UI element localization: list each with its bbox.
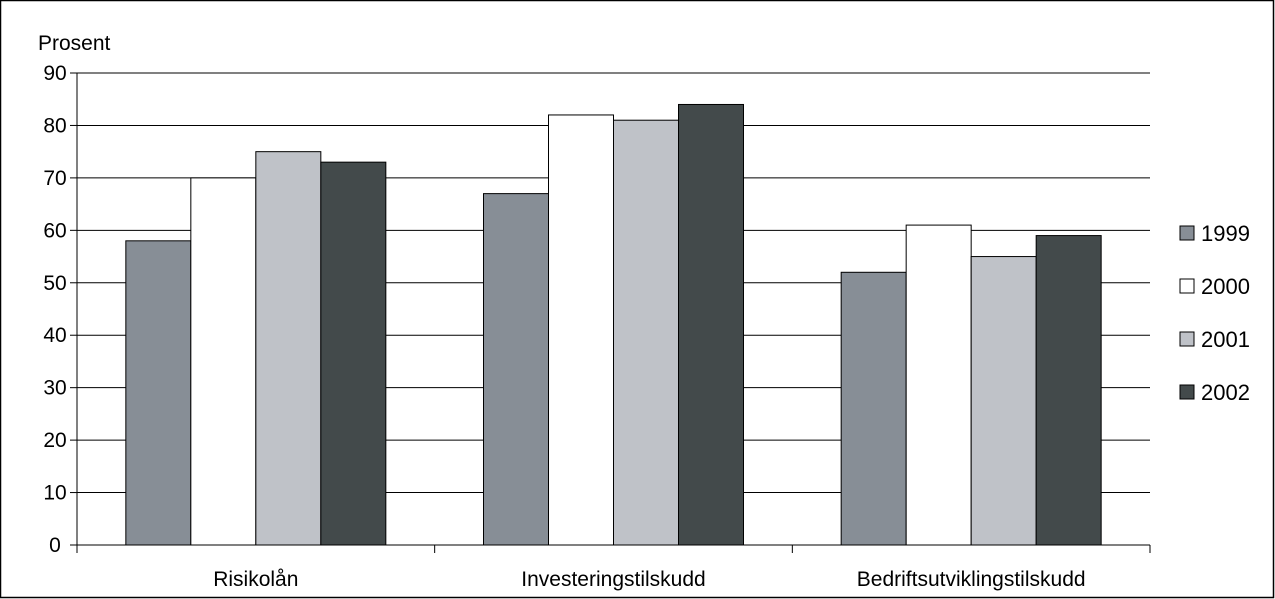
legend: 1999 2000 2001 2002 xyxy=(1179,221,1250,405)
bar-2002-2 xyxy=(1035,235,1102,546)
bar-1999-0 xyxy=(125,240,192,546)
x-category-label: Bedriftsutviklingstilskudd xyxy=(857,568,1086,591)
legend-swatch-2001 xyxy=(1179,331,1195,347)
y-tick-label: 10 xyxy=(43,482,66,505)
legend-swatch-2000 xyxy=(1179,278,1195,294)
bar-1999-2 xyxy=(840,271,907,546)
bars xyxy=(125,103,1102,546)
legend-label-2002: 2002 xyxy=(1201,380,1250,405)
x-category-label: Investeringstilskudd xyxy=(521,568,705,591)
y-tick-label: 80 xyxy=(43,114,66,137)
legend-label-2001: 2001 xyxy=(1201,327,1250,352)
bar-2001-2 xyxy=(970,256,1037,546)
y-tick-label: 90 xyxy=(43,62,66,85)
bar-2001-1 xyxy=(613,119,679,546)
y-tick-label: 20 xyxy=(43,429,66,452)
legend-swatch-1999 xyxy=(1179,225,1195,241)
legend-swatch-2002 xyxy=(1179,384,1195,400)
bar-1999-1 xyxy=(483,193,549,546)
bar-2002-1 xyxy=(678,103,744,546)
bar-2001-0 xyxy=(255,151,322,546)
bar-2000-1 xyxy=(548,114,614,546)
y-tick-label: 50 xyxy=(43,272,66,295)
legend-label-2000: 2000 xyxy=(1201,274,1250,299)
axes: 0 10 20 30 40 50 60 70 80 90 Risikolån Investerings… xyxy=(43,62,1151,591)
y-tick-label: 40 xyxy=(43,324,66,347)
y-tick-label: 60 xyxy=(43,219,66,242)
bar-2000-2 xyxy=(905,224,972,546)
y-tick-label: 30 xyxy=(43,377,66,400)
bar-2002-0 xyxy=(320,161,387,546)
y-tick-label: 0 xyxy=(49,534,61,557)
y-tick-label: 70 xyxy=(43,167,66,190)
x-category-label: Risikolån xyxy=(213,568,298,591)
y-axis-label: Prosent xyxy=(38,32,111,55)
bar-2000-0 xyxy=(190,177,257,546)
legend-label-1999: 1999 xyxy=(1201,221,1250,246)
